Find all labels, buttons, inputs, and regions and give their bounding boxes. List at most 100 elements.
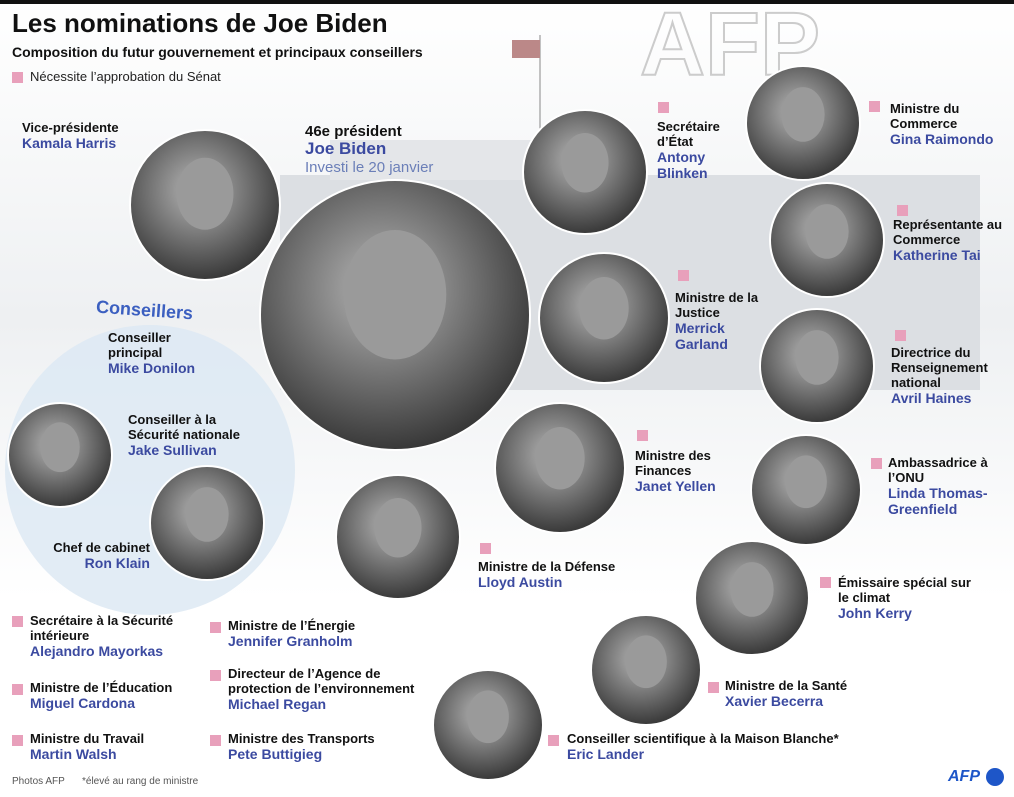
person-role: Ministre de la Santé: [725, 678, 848, 693]
person-name: Miguel Cardona: [30, 695, 136, 711]
senate-marker: [658, 102, 669, 113]
portrait-face: [535, 427, 585, 490]
senate-marker: [210, 670, 221, 681]
senate-marker: [12, 735, 23, 746]
person-role: Directrice du Renseignement national: [891, 345, 988, 390]
person-role: Ministre de la Justice: [675, 290, 759, 320]
person-role: Secrétaire à la Sécurité intérieure: [30, 613, 174, 643]
top-bar: [0, 0, 1014, 4]
person-name: Avril Haines: [891, 390, 972, 406]
person-name: Xavier Becerra: [725, 693, 824, 709]
portrait-face: [40, 422, 80, 473]
portrait-face: [561, 132, 609, 193]
person-role: Directeur de l’Agence de protection de l…: [228, 666, 415, 696]
senate-marker: [678, 270, 689, 281]
person-name: Lloyd Austin: [478, 574, 563, 590]
portrait-face: [730, 562, 774, 617]
person-role: Ministre des Finances: [635, 448, 711, 478]
person-role: Chef de cabinet: [53, 540, 150, 555]
person: Directeur de l’Agence de protection de l…: [228, 666, 428, 712]
person: 46e président Joe Biden Investi le 20 janv…: [305, 124, 505, 177]
senate-marker: [637, 430, 648, 441]
person-role: Ministre du Commerce: [890, 101, 960, 131]
person-role: Secrétaire d’État: [657, 119, 720, 149]
senate-marker: [869, 101, 880, 112]
person-role: Vice-présidente: [22, 120, 119, 135]
person: Ministre de la Justice Merrick Garland: [675, 290, 765, 352]
person: Ministre de l’Éducation Miguel Cardona: [30, 680, 200, 711]
person-name: Joe Biden: [305, 139, 387, 158]
person: Conseiller scientifique à la Maison Blan…: [567, 731, 877, 762]
person: Directrice du Renseignement national Avri…: [891, 345, 1006, 406]
person-role: Représentante au Commerce: [893, 217, 1003, 247]
senate-marker: [12, 684, 23, 695]
person-note: Investi le 20 janvier: [305, 159, 434, 176]
person: Ministre de la Défense Lloyd Austin: [478, 559, 648, 590]
senate-marker: [895, 330, 906, 341]
person-role: Conseiller à la Sécurité nationale: [128, 412, 240, 442]
subtitle: Composition du futur gouvernement et pri…: [12, 44, 423, 60]
title: Les nominations de Joe Biden: [12, 8, 388, 38]
person-name: Ron Klain: [84, 555, 150, 571]
person-name: Kamala Harris: [22, 135, 117, 151]
portrait-face: [625, 635, 667, 689]
logo-dot: [986, 768, 1004, 786]
person-name: Gina Raimondo: [890, 131, 994, 147]
person-role: Ministre du Travail: [30, 731, 145, 746]
portrait-face: [185, 487, 229, 542]
senate-marker: [708, 682, 719, 693]
senate-marker: [871, 458, 882, 469]
senate-marker: [210, 735, 221, 746]
person-role: Émissaire spécial sur le climat: [838, 575, 971, 605]
credit: Photos AFP: [12, 776, 65, 787]
logo: AFP: [948, 768, 980, 785]
person-name: Jennifer Granholm: [228, 633, 353, 649]
portrait-face: [374, 497, 422, 558]
person-name: Alejandro Mayorkas: [30, 643, 164, 659]
portrait-face: [805, 204, 849, 259]
person-name: Mike Donilon: [108, 360, 196, 376]
person-name: Antony Blinken: [657, 149, 708, 181]
person-role: Ministre de l’Énergie: [228, 618, 356, 633]
portrait-face: [176, 157, 234, 230]
person-name: Martin Walsh: [30, 746, 117, 762]
person-name: Katherine Tai: [893, 247, 981, 263]
person-role: Ministre de la Défense: [478, 559, 616, 574]
person: Vice-présidente Kamala Harris: [22, 120, 162, 151]
person: Ministre du Travail Martin Walsh: [30, 731, 200, 762]
senate-marker: [548, 735, 559, 746]
legend-text: Nécessite l’approbation du Sénat: [30, 69, 221, 84]
portrait-face: [467, 690, 509, 744]
portrait-face: [579, 277, 629, 340]
person: Ministre des Finances Janet Yellen: [635, 448, 735, 494]
person: Ministre de l’Énergie Jennifer Granholm: [228, 618, 398, 649]
person: Chef de cabinet Ron Klain: [30, 540, 150, 571]
person: Conseiller principal Mike Donilon: [108, 330, 218, 376]
person: Ambassadrice à l’ONU Linda Thomas-Greenfi…: [888, 455, 1013, 517]
person-role: Conseiller scientifique à la Maison Blan…: [567, 731, 839, 746]
person: Ministre du Commerce Gina Raimondo: [890, 101, 1010, 147]
flag: [512, 40, 540, 58]
portrait-face: [785, 455, 827, 509]
person: Ministre des Transports Pete Buttigieg: [228, 731, 398, 762]
person-name: Linda Thomas-Greenfield: [888, 485, 988, 517]
senate-marker: [480, 543, 491, 554]
senate-marker: [820, 577, 831, 588]
person-name: John Kerry: [838, 605, 912, 621]
footnote: *élevé au rang de ministre: [82, 776, 199, 787]
person-role: Ministre de l’Éducation: [30, 680, 173, 695]
person-role: Conseiller principal: [108, 330, 171, 360]
portrait-face: [795, 330, 839, 385]
portrait-face: [781, 87, 825, 142]
person: Secrétaire à la Sécurité intérieure Aleja…: [30, 613, 200, 659]
legend-marker: [12, 72, 23, 83]
person-name: Janet Yellen: [635, 478, 716, 494]
person-role: Ministre des Transports: [228, 731, 375, 746]
person: Ministre de la Santé Xavier Becerra: [725, 678, 875, 709]
person-name: Michael Regan: [228, 696, 327, 712]
person-role: Ambassadrice à l’ONU: [888, 455, 988, 485]
person-name: Merrick Garland: [675, 320, 728, 352]
senate-marker: [210, 622, 221, 633]
